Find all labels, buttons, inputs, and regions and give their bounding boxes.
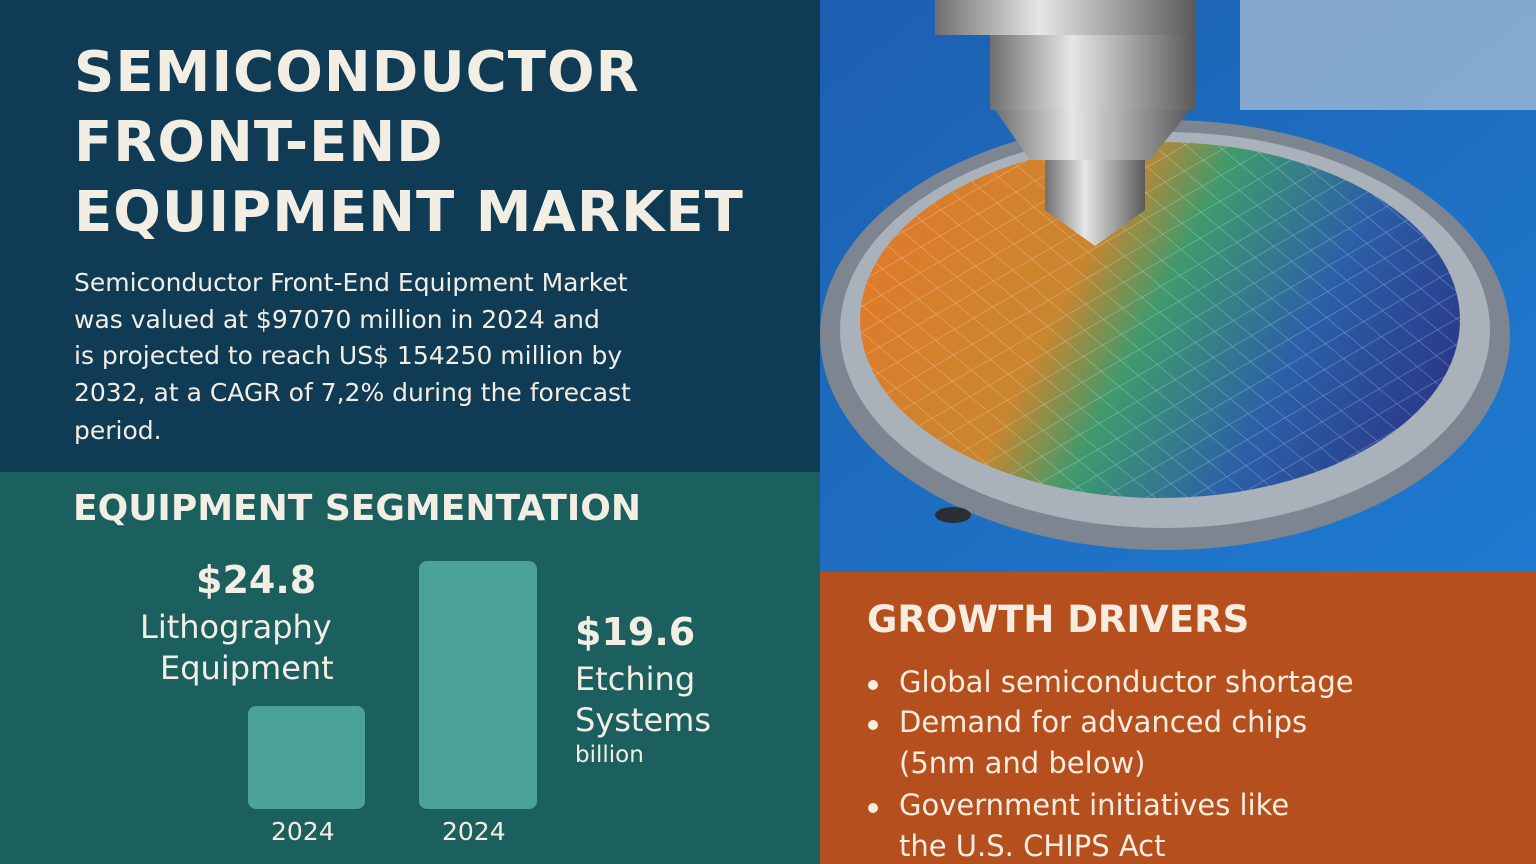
driver-line: the U.S. CHIPS Act xyxy=(899,829,1166,863)
bullet xyxy=(868,720,878,730)
driver-line: Demand for advanced chips xyxy=(899,705,1308,739)
title-line: EQUIPMENT MARKET xyxy=(74,180,744,245)
growth-panel xyxy=(820,572,1536,864)
section-title: GROWTH DRIVERS xyxy=(867,598,1250,641)
driver-line: Government initiatives like xyxy=(899,788,1290,822)
segment-label: Lithography xyxy=(140,608,332,646)
segment-unit: billion xyxy=(575,742,644,768)
segment-year: 2024 xyxy=(442,817,506,846)
header-panel xyxy=(0,0,820,472)
description-line: was valued at $97070 million in 2024 and xyxy=(74,305,600,334)
description-line: 2032, at a CAGR of 7,2% during the forec… xyxy=(74,378,631,407)
description-line: Semiconductor Front-End Equipment Market xyxy=(74,268,628,297)
segment-label: Systems xyxy=(575,701,711,739)
description-line: period. xyxy=(74,416,162,445)
section-title: EQUIPMENT SEGMENTATION xyxy=(73,488,641,529)
wafer-image xyxy=(820,0,1536,572)
bullet xyxy=(868,803,878,813)
segmentation-panel xyxy=(0,472,820,864)
segment-label: Equipment xyxy=(160,649,334,687)
title-line: FRONT-END xyxy=(74,110,444,175)
description-line: is projected to reach US$ 154250 million… xyxy=(74,341,623,370)
segment-value: $24.8 xyxy=(196,558,317,602)
segment-value: $19.6 xyxy=(575,610,696,654)
segment-year: 2024 xyxy=(271,817,335,846)
driver-line: (5nm and below) xyxy=(899,746,1146,780)
bar xyxy=(248,706,365,809)
segment-label: Etching xyxy=(575,660,696,698)
bullet xyxy=(868,680,878,690)
bar xyxy=(419,561,537,809)
driver-line: Global semiconductor shortage xyxy=(899,665,1354,699)
title-line: SEMICONDUCTOR xyxy=(74,40,640,105)
